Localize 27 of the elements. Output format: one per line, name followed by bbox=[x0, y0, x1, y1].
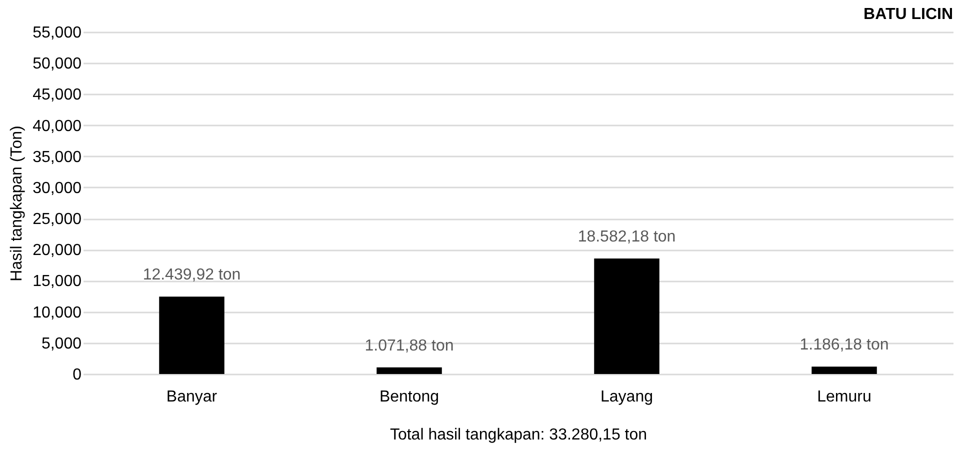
bar bbox=[594, 258, 660, 374]
bar bbox=[812, 366, 877, 374]
y-tick-label: 0 bbox=[72, 366, 82, 384]
y-tick-label: 25,000 bbox=[32, 211, 82, 228]
y-tick-label: 5,000 bbox=[41, 335, 82, 352]
y-tick-label: 40,000 bbox=[32, 118, 82, 135]
x-tick-label: Layang bbox=[600, 388, 653, 406]
data-label: 18.582,18 ton bbox=[578, 228, 676, 246]
x-tick-label: Lemuru bbox=[817, 388, 872, 406]
x-tick-label: Bentong bbox=[379, 388, 440, 406]
y-tick-label: 45,000 bbox=[32, 86, 82, 104]
y-tick-label: 50,000 bbox=[32, 56, 82, 73]
x-tick-label: Banyar bbox=[166, 388, 218, 406]
data-label: 12.439,92 ton bbox=[142, 266, 241, 284]
y-tick-label: 15,000 bbox=[32, 273, 82, 290]
y-tick-label: 55,000 bbox=[32, 24, 82, 42]
data-label: 1.186,18 ton bbox=[800, 336, 889, 354]
y-tick-label: 10,000 bbox=[32, 304, 82, 322]
x-axis-title: Total hasil tangkapan: 33.280,15 ton bbox=[390, 426, 648, 444]
bar bbox=[376, 367, 442, 374]
y-tick-label: 30,000 bbox=[32, 180, 82, 197]
bar bbox=[159, 296, 224, 374]
data-label: 1.071,88 ton bbox=[364, 337, 454, 354]
chart-title: BATU LICIN bbox=[864, 6, 953, 23]
y-tick-label: 35,000 bbox=[32, 148, 82, 166]
y-axis-title: Hasil tangkapan (Ton) bbox=[8, 126, 26, 282]
y-tick-label: 20,000 bbox=[32, 242, 82, 260]
